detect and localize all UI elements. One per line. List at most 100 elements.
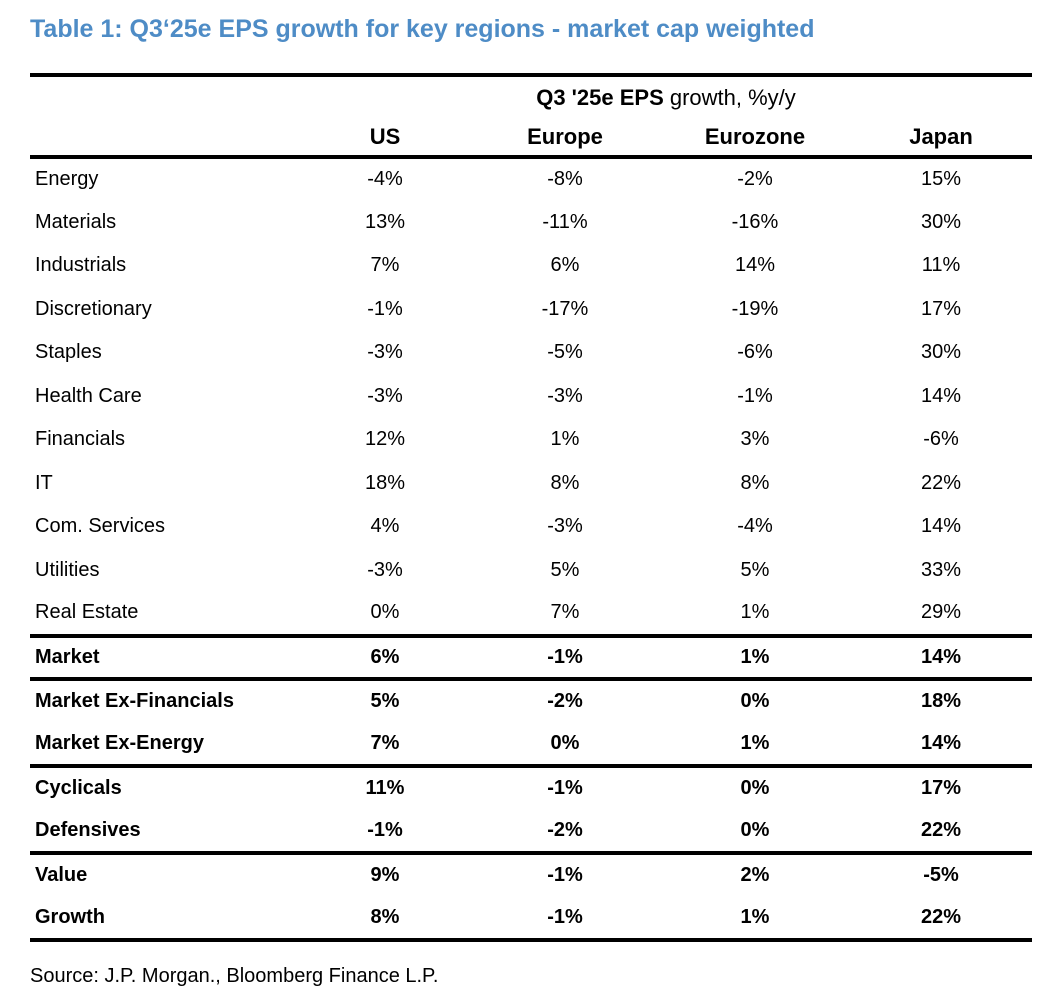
table-row-value: Value 9% -1% 2% -5% (30, 851, 1033, 897)
row-label: Financials (35, 428, 126, 451)
value-cell: -11% (542, 210, 588, 233)
row-label: Growth (35, 905, 105, 928)
value-cell: 18% (850, 677, 1033, 723)
row-label: Industrials (35, 254, 127, 277)
value-cell: -6% (737, 341, 773, 364)
table-row-it: IT 18% 8% 8% 22% (30, 462, 1032, 506)
row-label: IT (35, 471, 53, 494)
value-cell: 14% (920, 731, 962, 754)
col-header-us: US (369, 123, 401, 149)
table-row-defensives: Defensives -1% -2% 0% 22% (30, 810, 1032, 854)
value-cell: 3% (740, 428, 770, 451)
row-label: Energy (30, 155, 300, 201)
value-cell: 13% (364, 210, 406, 233)
value-cell: 8% (740, 471, 770, 494)
group-header-row: Q3 '25e EPS growth, %y/y (30, 73, 1033, 118)
row-label: Com. Services (35, 515, 166, 538)
value-cell: -2% (547, 818, 583, 841)
value-cell: -4% (737, 515, 773, 538)
value-cell: -5% (850, 851, 1033, 897)
value-cell: 7% (370, 731, 400, 754)
value-cell: 1% (740, 601, 770, 624)
table-title: Table 1: Q3‘25e EPS growth for key regio… (30, 15, 815, 43)
value-cell: -1% (547, 905, 583, 928)
value-cell: -17% (541, 297, 589, 320)
table-row-energy: Energy -4% -8% -2% 15% (30, 155, 1033, 201)
col-header-japan: Japan (909, 123, 973, 149)
value-cell: -4% (300, 155, 470, 201)
value-cell: 1% (740, 905, 770, 928)
value-cell: 14% (920, 384, 962, 407)
value-cell: 17% (920, 297, 962, 320)
value-cell: 7% (550, 601, 580, 624)
value-cell: 17% (850, 764, 1033, 810)
value-cell: 8% (550, 471, 580, 494)
row-label: Discretionary (35, 297, 152, 320)
row-label: Materials (35, 210, 117, 233)
value-cell: -3% (367, 341, 403, 364)
row-label: Market (30, 633, 300, 679)
value-cell: 22% (920, 818, 962, 841)
group-header-bold-text: Q3 '25e EPS (536, 84, 664, 110)
header-spacer-cell (30, 118, 300, 157)
row-label: Health Care (35, 384, 142, 407)
column-header-row: US Europe Eurozone Japan (30, 118, 1032, 157)
value-cell: 14% (734, 254, 776, 277)
table-row-industrials: Industrials 7% 6% 14% 11% (30, 244, 1032, 288)
value-cell: -1% (470, 851, 660, 897)
value-cell: 15% (850, 155, 1033, 201)
value-cell: 14% (850, 633, 1033, 679)
value-cell: -3% (367, 384, 403, 407)
header-spacer-cell (30, 73, 300, 118)
row-label: Defensives (35, 818, 141, 841)
value-cell: 11% (300, 764, 470, 810)
value-cell: 0% (550, 731, 580, 754)
value-cell: -3% (547, 384, 583, 407)
group-header-regular-text: growth, %y/y (663, 84, 796, 110)
value-cell: -19% (731, 297, 779, 320)
value-cell: 18% (364, 471, 406, 494)
table-row-utilities: Utilities -3% 5% 5% 33% (30, 549, 1032, 593)
row-label: Staples (35, 341, 102, 364)
value-cell: 33% (920, 558, 962, 581)
value-cell: -1% (470, 633, 660, 679)
table-row-materials: Materials 13% -11% -16% 30% (30, 201, 1032, 245)
value-cell: 0% (740, 818, 770, 841)
value-cell: -5% (547, 341, 583, 364)
value-cell: 5% (740, 558, 770, 581)
value-cell: 8% (370, 905, 400, 928)
table-row-com-services: Com. Services 4% -3% -4% 14% (30, 505, 1032, 549)
row-label: Cyclicals (30, 764, 300, 810)
value-cell: 9% (300, 851, 470, 897)
row-label: Real Estate (35, 601, 139, 624)
value-cell: 6% (550, 254, 580, 277)
value-cell: -1% (470, 764, 660, 810)
eps-growth-table: Q3 '25e EPS growth, %y/y US Europe Euroz… (30, 73, 1033, 942)
value-cell: -3% (367, 558, 403, 581)
value-cell: -3% (547, 515, 583, 538)
value-cell: 7% (370, 254, 400, 277)
value-cell: 0% (660, 677, 850, 723)
value-cell: 0% (370, 601, 400, 624)
table-row-discretionary: Discretionary -1% -17% -19% 17% (30, 288, 1032, 332)
value-cell: 22% (920, 905, 962, 928)
value-cell: -8% (470, 155, 660, 201)
value-cell: -1% (737, 384, 773, 407)
table-row-financials: Financials 12% 1% 3% -6% (30, 418, 1032, 462)
value-cell: 4% (370, 515, 400, 538)
value-cell: -2% (660, 155, 850, 201)
value-cell: -2% (470, 677, 660, 723)
row-label: Utilities (35, 558, 100, 581)
value-cell: 6% (300, 633, 470, 679)
source-note: Source: J.P. Morgan., Bloomberg Finance … (30, 965, 439, 987)
row-label: Value (30, 851, 300, 897)
table-row-market: Market 6% -1% 1% 14% (30, 633, 1033, 679)
value-cell: 0% (660, 764, 850, 810)
value-cell: 1% (660, 633, 850, 679)
group-header: Q3 '25e EPS growth, %y/y (300, 73, 1033, 118)
table-row-market-ex-financials: Market Ex-Financials 5% -2% 0% 18% (30, 677, 1033, 723)
value-cell: -6% (923, 428, 959, 451)
value-cell: 1% (740, 731, 770, 754)
col-header-eurozone: Eurozone (704, 123, 806, 149)
